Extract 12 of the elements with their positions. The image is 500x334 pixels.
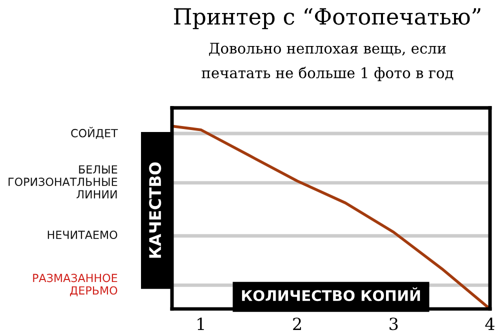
x-tick-label: 3 bbox=[390, 318, 398, 330]
text: СОЙДЕТ bbox=[71, 126, 118, 139]
text: НЕЧИТАЕМО bbox=[48, 230, 118, 240]
chart-title: Принтер с “Фотопечатью” bbox=[174, 8, 480, 30]
chart-subtitle: Довольно неплохая вещь, если печатать не больше 1 фото в год bbox=[202, 42, 454, 82]
x-tick-label: 2 bbox=[293, 318, 301, 330]
x-axis-title: КОЛИЧЕСТВО КОПИЙ bbox=[242, 287, 420, 302]
x-tick-label: 4 bbox=[485, 318, 494, 330]
x-tick-label: 1 bbox=[198, 318, 204, 330]
y-axis-title: КАЧЕСТВО bbox=[149, 162, 162, 258]
text: БЕЛЫЕ ГОРИЗОНАТЛЬНЫЕ ЛИНИИ bbox=[8, 165, 118, 198]
text: РАЗМАЗАННОЕ ДЕРЬМО bbox=[33, 274, 118, 296]
